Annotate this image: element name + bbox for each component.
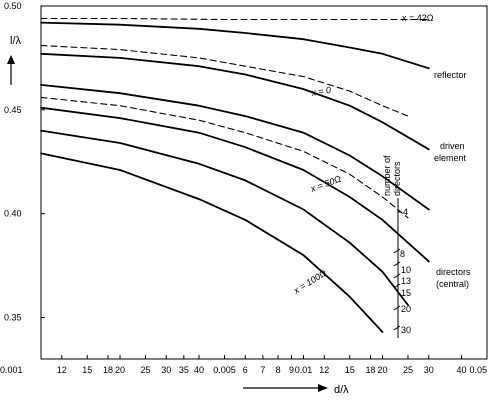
x-tick-label: 18: [103, 365, 113, 375]
curve-label-42-ohm: x = 42Ω: [402, 13, 434, 23]
x-tick-label: 7: [260, 365, 265, 375]
x-tick-label: 12: [319, 365, 329, 375]
series-line-1: [40, 21, 430, 70]
plot-frame: [40, 5, 488, 360]
x-tick-label: 12: [57, 365, 67, 375]
series-lines: [40, 17, 430, 333]
director-count-15: 15: [401, 288, 411, 298]
x-tick-label: 15: [345, 365, 355, 375]
x-tick-label: 40: [194, 365, 204, 375]
x-tick-label: 20: [115, 365, 125, 375]
x-tick-label: 30: [424, 365, 434, 375]
x-tick-label: 0.05: [469, 365, 487, 375]
x-axis-title: d/λ: [334, 384, 349, 396]
director-count-30: 30: [401, 325, 411, 335]
director-count-8: 8: [400, 249, 405, 259]
director-count-10: 10: [401, 265, 411, 275]
director-scale: [393, 198, 402, 338]
x-tick-label: 30: [161, 365, 171, 375]
directors-label-1: directors: [436, 267, 471, 277]
series-line-6: [40, 106, 430, 263]
curve-label-0-ohm: x = 0: [310, 85, 332, 98]
x-tick-label: 25: [403, 365, 413, 375]
number-of-directors-label-1: number of: [382, 155, 392, 196]
director-count-20: 20: [401, 304, 411, 314]
x-tick-label: 6: [243, 365, 248, 375]
x-tick-label: 40: [457, 365, 467, 375]
y-tick-label: 0.40: [4, 209, 22, 219]
series-line-0: [40, 17, 430, 21]
x-axis-arrow: [243, 384, 328, 392]
series-line-4: [40, 84, 430, 211]
x-tick-label: 15: [82, 365, 92, 375]
x-tick-label: 0.005: [213, 365, 236, 375]
director-count-4: 4: [403, 207, 408, 217]
x-tick-label: 20: [378, 365, 388, 375]
y-tick-label: 0.35: [4, 312, 22, 322]
x-tick-label: 9: [289, 365, 294, 375]
x-tick-label: 0.001: [0, 365, 23, 375]
series-line-3: [40, 52, 430, 151]
number-of-directors-label-2: directors: [392, 161, 402, 196]
y-ticks: 0.50 0.45 0.40 0.35: [4, 1, 45, 322]
curve-label-100-ohm: x = 100Ω: [291, 268, 328, 296]
driven-element-label-1: driven: [440, 141, 465, 151]
y-axis-title: l/λ: [10, 35, 22, 47]
director-count-13: 13: [401, 276, 411, 286]
reflector-label: reflector: [434, 70, 467, 80]
driven-element-label-2: element: [434, 153, 467, 163]
x-tick-label: 25: [140, 365, 150, 375]
x-tick-label: 0.01: [295, 365, 313, 375]
x-tick-label: 18: [366, 365, 376, 375]
y-axis-arrow: [7, 55, 15, 85]
x-tick-label: 35: [179, 365, 189, 375]
y-tick-label: 0.45: [4, 105, 22, 115]
series-line-7: [40, 129, 409, 306]
series-line-2: [40, 44, 409, 117]
x-ticks: 0.001 12 15 18 20 25 30 35 40 0.005 6 7 8 9 0.01 12 15 18…: [0, 355, 488, 375]
y-tick-label: 0.50: [4, 1, 22, 11]
series-line-5: [40, 96, 409, 219]
x-tick-label: 8: [276, 365, 281, 375]
series-line-8: [40, 152, 384, 333]
directors-label-2: (central): [436, 279, 469, 289]
